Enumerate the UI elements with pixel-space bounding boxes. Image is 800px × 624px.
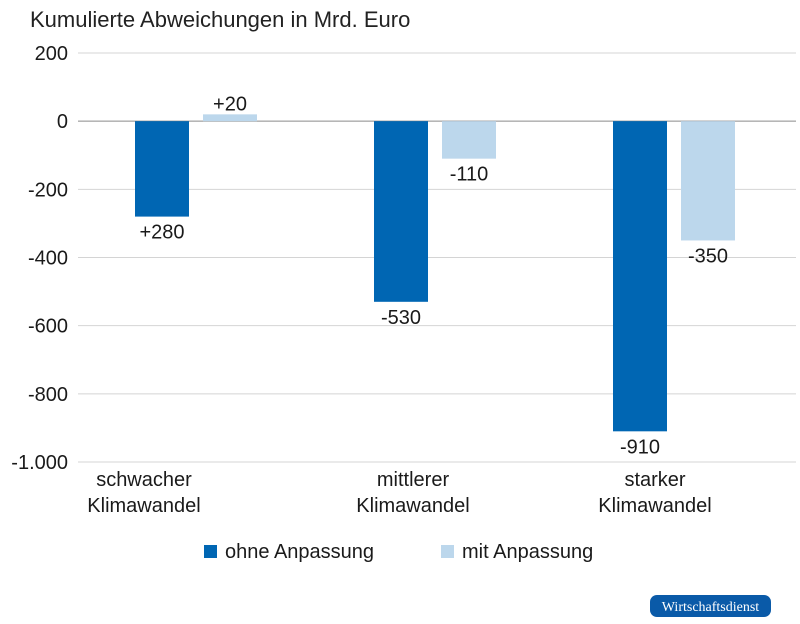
y-tick-label: -200	[28, 179, 68, 201]
data-label: +280	[139, 222, 184, 244]
source-badge-background	[650, 595, 771, 617]
data-label: -910	[620, 436, 660, 458]
data-label: +20	[213, 93, 247, 115]
category-label: Klimawandel	[356, 495, 469, 517]
y-tick-label: 200	[35, 43, 68, 65]
data-label: -110	[450, 164, 489, 186]
source-badge: Wirtschaftsdienst	[650, 595, 771, 617]
category-label: Klimawandel	[598, 495, 711, 517]
y-tick-label: -1.000	[11, 452, 68, 474]
legend-swatch	[441, 545, 454, 558]
chart-title: Kumulierte Abweichungen in Mrd. Euro	[30, 7, 410, 32]
source-badge-text: Wirtschaftsdienst	[662, 600, 760, 615]
data-label: -530	[381, 307, 421, 329]
y-axis-ticks: 200 0 -200 -400 -600 -800 -1.000	[11, 43, 68, 474]
bar	[442, 121, 496, 159]
y-tick-label: -600	[28, 316, 68, 338]
bar	[681, 121, 735, 241]
legend-label: ohne Anpassung	[225, 541, 374, 563]
y-tick-label: 0	[57, 111, 68, 133]
data-label: -350	[688, 245, 728, 267]
category-label: mittlerer	[377, 469, 450, 491]
bar	[374, 121, 428, 302]
category-labels: schwacher Klimawandel mittlerer Klimawandel…	[87, 469, 711, 517]
data-labels: +280 -530 -910 +20 -110 -350	[139, 93, 728, 458]
legend: ohne Anpassung mit Anpassung	[204, 541, 593, 563]
category-label: Klimawandel	[87, 495, 200, 517]
bar	[203, 114, 257, 122]
category-label: starker	[624, 469, 685, 491]
grid-lines	[78, 52, 796, 463]
y-tick-label: -400	[28, 248, 68, 270]
bar	[135, 121, 189, 217]
bars	[135, 114, 735, 432]
y-tick-label: -800	[28, 384, 68, 406]
bar	[613, 121, 667, 432]
legend-label: mit Anpassung	[462, 541, 593, 563]
legend-swatch	[204, 545, 217, 558]
category-label: schwacher	[96, 469, 192, 491]
